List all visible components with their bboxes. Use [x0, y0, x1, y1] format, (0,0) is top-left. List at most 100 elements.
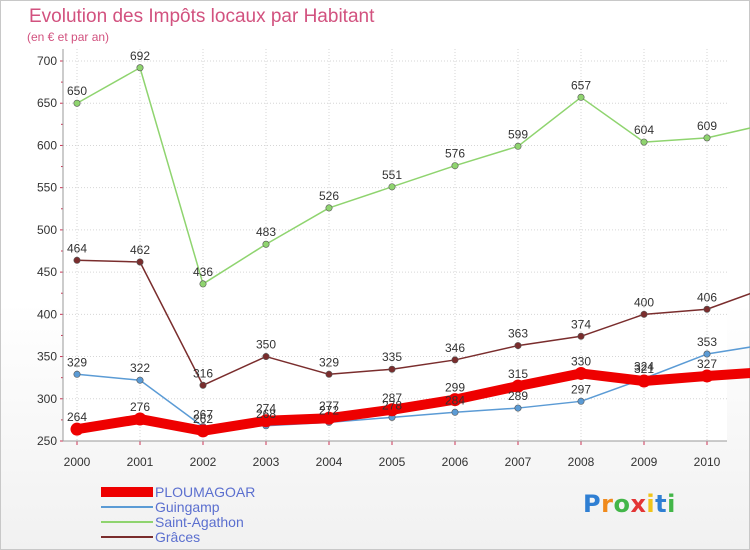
y-tick-label: 550 [37, 181, 57, 195]
data-point-ploumagoar [259, 414, 273, 428]
data-point-ploumagoar [70, 422, 84, 436]
data-label-saint-agathon: 551 [382, 168, 402, 182]
y-tick-label: 400 [37, 307, 57, 321]
line-chart: 250 300 350 400 450 500 550 600 650 700 2000 2001 20… [37, 49, 750, 469]
data-label-saint-agathon: 576 [445, 147, 465, 161]
data-point-ploumagoar [700, 369, 714, 383]
logo-letter: t [655, 490, 668, 518]
data-point-saint-agathon [703, 134, 711, 142]
series-line-guingamp [76, 346, 750, 428]
y-tick-label: 500 [37, 223, 57, 237]
x-tick-label: 2000 [64, 455, 91, 469]
data-label-gr-ces: 363 [508, 327, 528, 341]
data-label-gr-ces: 329 [319, 355, 339, 369]
data-point-gr-ces [262, 353, 270, 361]
data-point-gr-ces [577, 332, 585, 340]
legend-swatch-saint-agathon [101, 521, 153, 523]
y-tick-label: 650 [37, 96, 57, 110]
legend-item-guingamp: Guingamp [101, 499, 361, 515]
data-point-saint-agathon [451, 162, 459, 170]
data-point-guingamp [703, 350, 711, 358]
data-point-gr-ces [136, 258, 144, 266]
data-label-ploumagoar: 274 [256, 402, 276, 416]
legend-swatch-guingamp [101, 506, 153, 508]
legend-swatch-ploumagoar [101, 487, 153, 497]
y-tick-label: 700 [37, 54, 57, 68]
legend-label-guingamp: Guingamp [155, 499, 220, 515]
data-label-gr-ces: 346 [445, 341, 465, 355]
logo-letter: o [613, 490, 631, 518]
data-point-ploumagoar [133, 412, 147, 426]
x-tick-label: 2005 [379, 455, 406, 469]
y-tick-label: 300 [37, 392, 57, 406]
data-label-guingamp: 329 [67, 355, 87, 369]
data-label-guingamp: 353 [697, 335, 717, 349]
data-label-saint-agathon: 657 [571, 78, 591, 92]
data-point-gr-ces [640, 310, 648, 318]
data-point-gr-ces [514, 342, 522, 350]
data-label-guingamp: 297 [571, 382, 591, 396]
data-point-ploumagoar [511, 379, 525, 393]
y-tick-label: 350 [37, 350, 57, 364]
x-tick-label: 2002 [190, 455, 217, 469]
data-label-saint-agathon: 650 [67, 84, 87, 98]
chart-subtitle: (en € et par an) [27, 30, 110, 44]
data-point-guingamp [514, 404, 522, 412]
data-label-saint-agathon: 692 [130, 49, 150, 63]
data-label-ploumagoar: 299 [445, 381, 465, 395]
data-label-saint-agathon: 599 [508, 127, 528, 141]
x-tick-label: 2006 [442, 455, 469, 469]
data-label-guingamp: 268 [256, 407, 276, 421]
data-label-saint-agathon: 526 [319, 189, 339, 203]
data-point-gr-ces [199, 381, 207, 389]
data-label-saint-agathon: 483 [256, 225, 276, 239]
legend-item-gr-ces: Grâces [101, 529, 361, 545]
data-label-ploumagoar: 327 [697, 357, 717, 371]
data-point-ploumagoar [574, 366, 588, 380]
data-label-gr-ces: 350 [256, 338, 276, 352]
data-label-ploumagoar: 264 [67, 410, 87, 424]
data-point-ploumagoar [637, 374, 651, 388]
x-tick-label: 2001 [127, 455, 154, 469]
data-label-guingamp: 322 [130, 361, 150, 375]
logo-letter: i [667, 490, 676, 518]
logo-letter: r [601, 490, 614, 518]
data-point-saint-agathon [577, 93, 585, 101]
data-label-ploumagoar: 315 [508, 367, 528, 381]
data-label-guingamp: 289 [508, 389, 528, 403]
logo-letter: P [583, 490, 602, 518]
y-tick-label: 250 [37, 434, 57, 448]
data-point-gr-ces [73, 256, 81, 264]
data-point-saint-agathon [73, 99, 81, 107]
data-label-ploumagoar: 276 [130, 400, 150, 414]
data-label-ploumagoar: 321 [634, 362, 654, 376]
y-tick-label: 600 [37, 138, 57, 152]
series-line-ploumagoar [72, 368, 750, 436]
data-point-ploumagoar [196, 424, 210, 438]
data-label-guingamp: 278 [382, 398, 402, 412]
legend-item-saint-agathon: Saint-Agathon [101, 514, 361, 530]
data-point-guingamp [577, 397, 585, 405]
data-label-gr-ces: 374 [571, 317, 591, 331]
data-label-ploumagoar: 287 [382, 391, 402, 405]
data-point-guingamp [73, 370, 81, 378]
x-tick-label: 2003 [253, 455, 280, 469]
data-point-saint-agathon [640, 138, 648, 146]
data-label-gr-ces: 316 [193, 366, 213, 380]
data-label-gr-ces: 400 [634, 295, 654, 309]
legend-label-gr-ces: Grâces [155, 529, 201, 545]
legend-item-ploumagoar: PLOUMAGOAR [101, 484, 361, 500]
data-point-guingamp [136, 376, 144, 384]
data-point-saint-agathon [388, 183, 396, 191]
chart-title: Evolution des Impôts locaux par Habitant [29, 6, 375, 27]
proxiti-logo: Proxiti [583, 490, 676, 518]
data-point-gr-ces [703, 305, 711, 313]
x-tick-label: 2004 [316, 455, 343, 469]
data-point-gr-ces [325, 370, 333, 378]
data-point-guingamp [451, 408, 459, 416]
data-label-gr-ces: 464 [67, 241, 87, 255]
logo-letter: x [630, 490, 647, 518]
y-tick-label: 450 [37, 265, 57, 279]
data-point-ploumagoar [448, 393, 462, 407]
